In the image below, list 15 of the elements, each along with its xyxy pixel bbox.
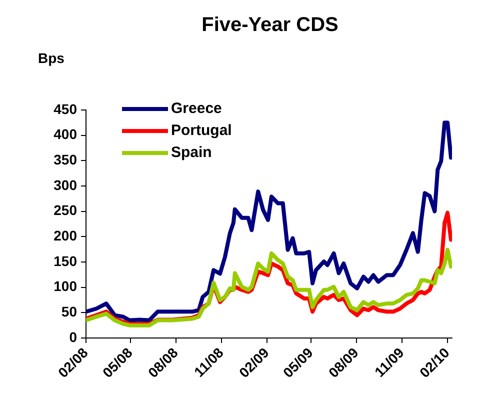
y-tick-label: 450 <box>54 100 78 117</box>
y-tick-label: 250 <box>54 202 78 218</box>
y-tick-label: 0 <box>69 328 78 345</box>
legend-label: Greece <box>171 99 222 119</box>
y-tick-label: 100 <box>54 278 78 294</box>
y-axis-title: Bps <box>38 50 64 66</box>
legend-label: Portugal <box>171 121 232 141</box>
y-tick-label: 300 <box>54 176 78 193</box>
y-tick-label: 50 <box>61 304 78 320</box>
y-tick-label: 350 <box>54 152 78 168</box>
y-tick-label: 200 <box>54 228 78 244</box>
legend-label: Spain <box>171 143 212 163</box>
y-tick-label: 400 <box>54 126 78 142</box>
y-tick-label: 150 <box>54 252 78 269</box>
chart-title: Five-Year CDS <box>200 14 340 37</box>
